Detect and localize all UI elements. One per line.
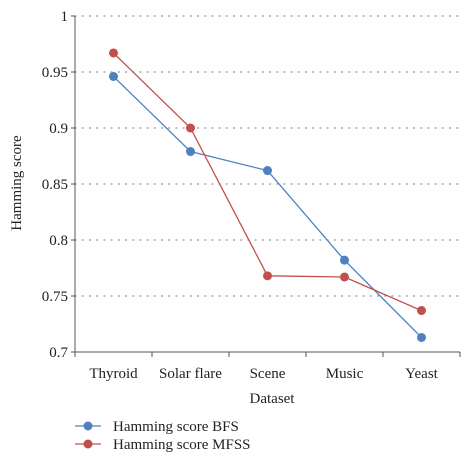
x-axis-title: Dataset (250, 391, 296, 407)
y-tick-labels: 0.7 0.75 0.8 0.85 0.9 0.95 1 (42, 9, 69, 361)
x-tick-labels: Thyroid Solar flare Scene Music Yeast (89, 366, 438, 382)
legend-label: Hamming score MFSS (113, 437, 251, 453)
legend-label: Hamming score BFS (113, 419, 239, 435)
data-point (263, 166, 272, 176)
legend-marker (83, 421, 93, 431)
legend: Hamming score BFS Hamming score MFSS (75, 419, 251, 453)
y-tick-label: 0.75 (42, 289, 68, 305)
data-point (109, 48, 118, 58)
y-tick-label: 0.8 (49, 233, 68, 249)
x-tick-label: Scene (250, 366, 286, 382)
y-tick-label: 0.95 (42, 65, 68, 81)
y-tick-label: 0.9 (49, 121, 68, 137)
axes (71, 15, 461, 357)
legend-marker (83, 439, 93, 449)
data-point (263, 271, 272, 281)
data-point (340, 255, 349, 265)
x-tick-label: Solar flare (159, 366, 222, 382)
data-point (417, 332, 426, 342)
y-tick-label: 1 (61, 9, 69, 25)
y-tick-label: 0.7 (49, 345, 68, 361)
grid-lines (74, 15, 461, 297)
data-point (109, 71, 118, 81)
data-point (186, 147, 195, 157)
x-tick-label: Thyroid (89, 366, 138, 382)
y-tick-label: 0.85 (42, 177, 68, 193)
data-point (186, 123, 195, 133)
data-point (340, 272, 349, 282)
data-point (417, 306, 426, 316)
series-lines (109, 48, 426, 342)
y-axis-title: Hamming score (9, 135, 25, 231)
x-tick-label: Yeast (405, 366, 438, 382)
series-line (113, 76, 422, 338)
x-tick-label: Music (326, 366, 364, 382)
